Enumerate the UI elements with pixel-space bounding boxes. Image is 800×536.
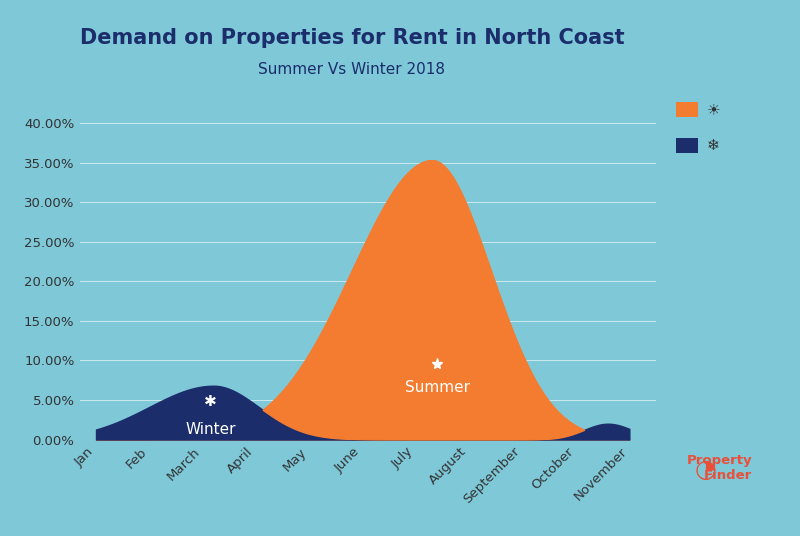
Text: Winter: Winter [186,422,236,437]
Text: Demand on Properties for Rent in North Coast: Demand on Properties for Rent in North C… [80,27,624,48]
Text: ☀: ☀ [706,102,720,117]
Text: Summer Vs Winter 2018: Summer Vs Winter 2018 [258,62,446,77]
Text: Property
Finder: Property Finder [686,455,752,482]
Text: ◔: ◔ [694,458,717,482]
Text: ❄: ❄ [706,138,719,153]
Text: ✱: ✱ [204,394,217,409]
Text: Summer: Summer [405,380,470,395]
